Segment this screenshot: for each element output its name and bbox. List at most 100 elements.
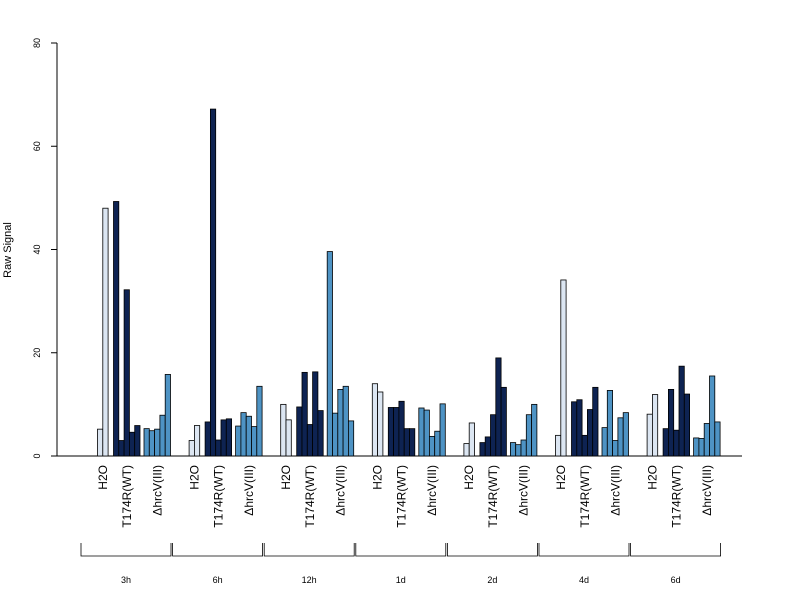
y-tick-label: 80 [32, 38, 42, 48]
condition-label: ΔhrcV(III) [517, 465, 531, 516]
bar [387, 407, 394, 457]
bar [225, 418, 233, 457]
bar [332, 412, 339, 457]
bar [188, 440, 195, 457]
bar [515, 444, 522, 457]
timepoint-bracket [630, 543, 721, 557]
bar [220, 419, 227, 457]
condition-label: ΔhrcV(III) [608, 465, 622, 516]
bar [606, 390, 613, 457]
bar [479, 442, 486, 457]
bar [509, 442, 517, 457]
condition-label: H2O [645, 465, 659, 490]
bar [256, 385, 263, 457]
bar [463, 443, 470, 457]
bar [312, 371, 319, 457]
condition-label: H2O [96, 465, 110, 490]
bar [285, 419, 292, 457]
condition-label: T174R(WT) [395, 465, 409, 528]
bar [490, 414, 497, 457]
bar [434, 430, 441, 457]
bar [646, 413, 653, 457]
bar [371, 383, 378, 457]
bar [439, 403, 446, 457]
timepoint-bracket [80, 543, 172, 557]
bar [468, 422, 475, 457]
timepoint-bracket [538, 543, 630, 557]
bar [576, 399, 583, 457]
bar [560, 279, 567, 457]
bar [251, 426, 258, 457]
y-axis: 0 20 40 60 80 [32, 38, 58, 459]
condition-label: H2O [187, 465, 201, 490]
bar [500, 386, 507, 457]
bar [245, 415, 252, 457]
bar [418, 407, 425, 457]
bar [204, 421, 211, 457]
condition-label: T174R(WT) [120, 465, 134, 528]
bar [668, 389, 675, 457]
bar [240, 412, 247, 457]
bar [683, 393, 690, 457]
bar [143, 428, 150, 457]
bar [215, 439, 222, 457]
y-axis-title: Raw Signal [2, 222, 14, 278]
bar [520, 439, 527, 457]
bar [296, 406, 303, 457]
y-tick-label: 20 [32, 348, 42, 358]
bar [306, 424, 313, 457]
bar [128, 431, 136, 457]
condition-labels: H2O T174R(WT) ΔhrcV(III) H2O T174R(WT) ΔhrcV(… [96, 465, 714, 528]
bar [423, 409, 430, 457]
bar [693, 437, 700, 457]
y-tick-label: 0 [32, 453, 42, 458]
bar [317, 410, 324, 457]
y-tick-label: 40 [32, 244, 42, 254]
bar [235, 425, 242, 457]
timepoint-bracket [355, 543, 447, 557]
bar [652, 394, 659, 457]
bar [622, 412, 629, 457]
timepoint-bracket [172, 543, 263, 557]
timepoint-label: 6h [213, 575, 223, 585]
condition-label: T174R(WT) [303, 465, 317, 528]
timepoint-bracket [263, 543, 355, 557]
timepoint-bracket [447, 543, 538, 557]
bar [102, 207, 109, 457]
bars [97, 108, 721, 457]
bar [714, 421, 721, 457]
condition-label: T174R(WT) [211, 465, 225, 528]
bar [113, 201, 120, 457]
condition-label: ΔhrcV(III) [150, 465, 164, 516]
bar [484, 436, 491, 457]
condition-label: H2O [371, 465, 385, 490]
bar [698, 438, 705, 457]
bar [555, 434, 562, 457]
timepoint-label: 6d [671, 575, 681, 585]
timepoint-label: 3h [121, 575, 131, 585]
y-tick-label: 60 [32, 141, 42, 151]
bar [301, 371, 308, 457]
bar [709, 375, 716, 457]
bar [209, 108, 217, 457]
timepoint-label: 2d [487, 575, 497, 585]
condition-label: ΔhrcV(III) [333, 465, 347, 516]
bar [571, 401, 578, 457]
bar [377, 391, 384, 457]
condition-label: H2O [462, 465, 476, 490]
bar [673, 429, 680, 457]
timepoint-label: 12h [302, 575, 317, 585]
bar [587, 409, 594, 457]
bar [525, 414, 532, 457]
bar [612, 440, 619, 457]
condition-label: T174R(WT) [669, 465, 683, 528]
timepoint-brackets: 3h 6h 12h 1d 2d 4d 6d [80, 543, 721, 585]
bar [337, 389, 344, 457]
condition-label: ΔhrcV(III) [425, 465, 439, 516]
bar [678, 365, 685, 457]
bar [159, 414, 166, 457]
condition-label: ΔhrcV(III) [700, 465, 714, 516]
bar [347, 420, 355, 457]
timepoint-label: 4d [579, 575, 589, 585]
